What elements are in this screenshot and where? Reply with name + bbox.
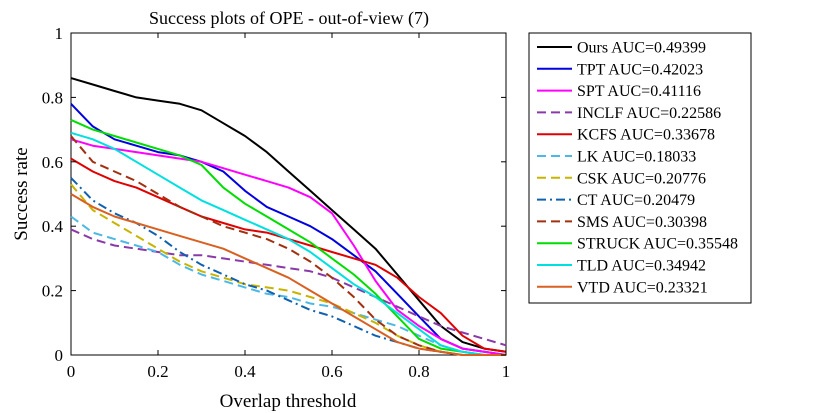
y-tick-label: 0.6 — [42, 153, 63, 172]
legend-item-lk: LK AUC=0.18033 — [537, 149, 696, 166]
plot-area: 0 0.2 0.4 0.6 0.8 1 0 0.2 0.4 0.6 0.8 1 — [42, 24, 511, 381]
x-tick-label: 0.8 — [408, 362, 429, 381]
x-tick-label: 0 — [67, 362, 76, 381]
y-tick-label: 0 — [55, 346, 64, 365]
plot-frame — [70, 32, 507, 356]
series-line-ours — [70, 77, 507, 353]
legend-label: CT AUC=0.20479 — [577, 192, 695, 209]
legend-item-ct: CT AUC=0.20479 — [537, 192, 695, 209]
legend-item-tld: TLD AUC=0.34942 — [537, 258, 706, 275]
series-line-inclf — [70, 228, 507, 347]
y-tick-label: 0.2 — [42, 282, 63, 301]
series-line-vtd — [70, 193, 506, 356]
legend-label: KCFS AUC=0.33678 — [577, 127, 715, 144]
legend-label: INCLF AUC=0.22586 — [577, 105, 721, 122]
series-line-sms — [70, 135, 506, 356]
legend-item-csk: CSK AUC=0.20776 — [537, 170, 706, 187]
legend-item-inclf: INCLF AUC=0.22586 — [537, 105, 721, 122]
legend-label: TPT AUC=0.42023 — [577, 61, 703, 78]
legend-item-vtd: VTD AUC=0.23321 — [537, 279, 708, 296]
legend-item-ours: Ours AUC=0.49399 — [537, 40, 706, 57]
y-tick-label: 0.8 — [42, 88, 63, 107]
y-tick-label: 1 — [55, 24, 64, 43]
x-tick-label: 0.4 — [234, 362, 256, 381]
legend-label: CSK AUC=0.20776 — [577, 170, 706, 187]
series-line-tpt — [70, 103, 507, 356]
legend-label: TLD AUC=0.34942 — [577, 258, 706, 275]
legend-label: Ours AUC=0.49399 — [577, 40, 706, 57]
legend-item-struck: STRUCK AUC=0.35548 — [537, 236, 738, 253]
chart-title: Success plots of OPE - out-of-view (7) — [149, 8, 429, 29]
legend-label: VTD AUC=0.23321 — [577, 279, 708, 296]
legend-label: SMS AUC=0.30398 — [577, 214, 707, 231]
legend-item-sms: SMS AUC=0.30398 — [537, 214, 707, 231]
legend-label: SPT AUC=0.41116 — [577, 83, 701, 100]
legend-label: LK AUC=0.18033 — [577, 149, 696, 166]
x-tick-label: 0.2 — [147, 362, 168, 381]
legend-item-tpt: TPT AUC=0.42023 — [537, 61, 703, 78]
legend-item-spt: SPT AUC=0.41116 — [537, 83, 701, 100]
series-layer — [70, 77, 507, 356]
legend: Ours AUC=0.49399 TPT AUC=0.42023 SPT AUC=0… — [528, 32, 752, 304]
y-axis-label: Success rate — [11, 147, 32, 240]
legend-item-kcfs: KCFS AUC=0.33678 — [537, 127, 715, 144]
series-line-tld — [70, 131, 506, 356]
series-line-csk — [70, 183, 506, 356]
series-line-struck — [70, 118, 506, 356]
x-tick-label: 0.6 — [321, 362, 342, 381]
y-tick-label: 0.4 — [42, 217, 64, 236]
legend-label: STRUCK AUC=0.35548 — [577, 236, 738, 253]
x-tick-label: 1 — [502, 362, 511, 381]
ticks-layer: 0 0.2 0.4 0.6 0.8 1 0 0.2 0.4 0.6 0.8 1 — [42, 24, 511, 381]
x-axis-label: Overlap threshold — [220, 391, 357, 412]
series-line-lk — [70, 215, 506, 356]
legend-box — [528, 32, 752, 304]
series-line-spt — [70, 138, 507, 356]
